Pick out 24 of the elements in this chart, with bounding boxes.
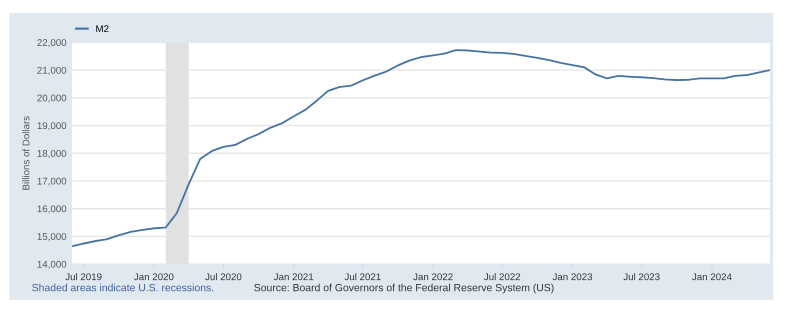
line-series: [72, 49, 770, 248]
y-axis-title: Billions of Dollars: [22, 116, 30, 190]
x-tick-label: Jul 2020: [205, 273, 242, 280]
legend-label: M2: [96, 25, 109, 32]
source-note: Source: Board of Governors of the Federal Reserve System (US): [254, 284, 554, 294]
x-tick-label: Jul 2019: [65, 273, 102, 280]
y-tick-label: 16,000: [38, 205, 66, 214]
y-tick-label: 20,000: [37, 94, 66, 103]
x-tick-label: Jan 2022: [413, 273, 453, 280]
text: Shaded areas indicate U.S. recessions.: [32, 284, 214, 292]
y-tick-label: 14,000: [38, 260, 66, 269]
x-tick-label: Jul 2023: [623, 273, 660, 280]
x-tick-label: Jul 2021: [344, 273, 381, 280]
y-tick-label: 18,000: [38, 150, 66, 158]
y-tick-label: 15,000: [38, 233, 66, 242]
y-tick-label: 21,000: [37, 66, 66, 75]
y-tick-label: 22,000: [37, 39, 66, 48]
x-tick-label: Jul 2022: [484, 273, 520, 280]
x-tick-label: Jan 2024: [692, 273, 732, 280]
x-tick-label: Jan 2021: [274, 273, 314, 280]
x-tick-label: Jan 2020: [134, 273, 174, 280]
x-tick-label: Jan 2023: [552, 273, 592, 280]
y-tick-label: 17,000: [38, 178, 66, 186]
y-tick-label: 19,000: [38, 122, 66, 130]
